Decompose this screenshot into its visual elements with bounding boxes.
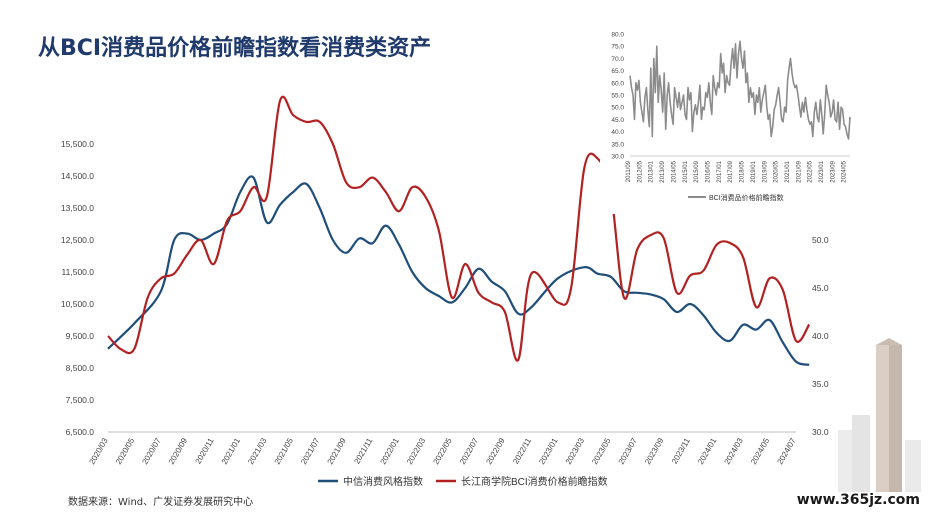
inset-y-tick-label: 65.0	[611, 68, 624, 75]
x-tick-label: 2021/07	[299, 436, 322, 466]
inset-x-tick-label: 2016/05	[705, 160, 711, 182]
inset-x-tick-label: 2017/09	[728, 160, 734, 182]
x-tick-label: 2022/07	[458, 436, 481, 466]
x-tick-label: 2024/03	[723, 436, 746, 466]
inset-x-tick-label: 2015/09	[694, 160, 700, 182]
right-y-tick-label: 40.0	[812, 331, 829, 341]
left-y-tick-label: 12,500.0	[61, 235, 94, 245]
x-tick-label: 2024/01	[696, 436, 719, 466]
inset-x-tick-label: 2015/01	[683, 160, 689, 182]
x-tick-label: 2021/11	[352, 436, 374, 466]
inset-y-tick-label: 80.0	[611, 32, 624, 39]
inset-x-tick-label: 2013/09	[660, 160, 666, 182]
inset-chart: 30.0 35.0 40.0 45.0 50.0 55.0 60.0 65.0 70.0 75.0…	[600, 24, 860, 214]
series-line-bci-index	[107, 95, 811, 362]
inset-chart-background	[600, 24, 860, 214]
x-tick-label: 2022/09	[484, 436, 507, 466]
inset-x-tick-label: 2024/05	[842, 160, 848, 182]
inset-y-tick-label: 75.0	[611, 44, 624, 51]
inset-y-tick-label: 50.0	[611, 105, 624, 112]
slide-title: 从BCI消费品价格前瞻指数看消费类资产	[38, 36, 432, 61]
right-y-tick-label: 45.0	[812, 283, 829, 293]
source-note: 数据来源：Wind、广发证券发展研究中心	[68, 497, 254, 508]
inset-x-tick-label: 2019/01	[751, 160, 757, 182]
x-tick-label: 2023/07	[617, 436, 640, 466]
left-y-tick-label: 13,500.0	[61, 203, 94, 213]
inset-x-tick-label: 2018/05	[740, 160, 746, 182]
x-tick-label: 2020/07	[140, 436, 163, 466]
building-silhouette-right	[905, 440, 921, 492]
inset-y-tick-label: 30.0	[611, 154, 624, 161]
x-tick-label: 2021/09	[326, 436, 349, 466]
inset-y-tick-label: 55.0	[611, 93, 624, 100]
x-tick-label: 2022/03	[405, 436, 428, 466]
inset-x-tick-label: 2012/05	[637, 160, 643, 182]
right-y-tick-label: 50.0	[812, 235, 829, 245]
left-y-tick-label: 9,500.0	[66, 331, 95, 341]
left-y-tick-label: 11,500.0	[62, 267, 95, 277]
x-tick-label: 2021/03	[246, 436, 269, 466]
inset-series-line	[629, 40, 851, 140]
inset-x-tick-label: 2011/09	[626, 160, 632, 182]
x-tick-label: 2024/07	[775, 436, 798, 466]
inset-x-tick-label: 2023/09	[830, 160, 836, 182]
tower-building-shade	[889, 345, 902, 492]
left-y-tick-label: 14,500.0	[61, 171, 94, 181]
tower-top	[876, 338, 902, 345]
inset-x-tick-label: 2021/09	[796, 160, 802, 182]
inset-legend: BCI消费品价格前瞻指数	[688, 193, 784, 202]
x-tick-label: 2020/09	[167, 436, 190, 466]
left-y-tick-label: 7,500.0	[66, 395, 95, 405]
inset-x-tick-label: 2023/01	[819, 160, 825, 182]
x-tick-label: 2021/01	[220, 436, 243, 466]
inset-x-tick-label: 2019/09	[762, 160, 768, 182]
right-y-tick-label: 30.0	[812, 427, 829, 437]
series-line-consumer-style-index	[107, 175, 810, 366]
watermark: www.365jz.com	[796, 492, 920, 508]
x-tick-label: 2022/05	[431, 436, 454, 466]
inset-y-tick-label: 40.0	[611, 129, 624, 136]
x-tick-label: 2023/11	[670, 436, 692, 466]
left-y-tick-label: 15,500.0	[61, 139, 94, 149]
legend-label-consumer-style-index: 中信消费风格指数	[343, 475, 423, 488]
left-y-tick-label: 6,500.0	[66, 427, 95, 437]
x-tick-label: 2020/05	[114, 436, 137, 466]
left-y-tick-label: 8,500.0	[66, 363, 95, 373]
right-y-tick-label: 35.0	[812, 379, 829, 389]
main-legend: 中信消费风格指数 长江商学院BCI消费价格前瞻指数	[318, 475, 608, 488]
inset-x-tick-label: 2020/05	[774, 160, 780, 182]
x-tick-label: 2023/01	[537, 436, 560, 466]
building-silhouette-far	[838, 430, 852, 492]
x-tick-label: 2023/03	[564, 436, 587, 466]
inset-y-tick-label: 45.0	[611, 117, 624, 124]
x-tick-label: 2022/01	[379, 436, 402, 466]
inset-x-tick-label: 2013/01	[649, 160, 655, 182]
inset-y-tick-label: 60.0	[611, 80, 624, 87]
x-tick-label: 2022/11	[511, 436, 533, 466]
inset-x-tick-label: 2014/05	[671, 160, 677, 182]
x-tick-label: 2024/05	[749, 436, 772, 466]
legend-label-bci-index: 长江商学院BCI消费价格前瞻指数	[461, 475, 608, 488]
x-tick-label: 2021/05	[273, 436, 296, 466]
x-tick-label: 2023/09	[643, 436, 666, 466]
inset-x-tick-label: 2017/01	[717, 160, 723, 182]
inset-y-tick-label: 35.0	[611, 141, 624, 148]
x-tick-label: 2020/03	[87, 436, 110, 466]
building-silhouette-mid	[852, 415, 870, 492]
left-y-tick-label: 10,500.0	[61, 299, 94, 309]
inset-x-tick-label: 2022/05	[808, 160, 814, 182]
x-tick-label: 2023/05	[590, 436, 613, 466]
inset-y-tick-label: 70.0	[611, 56, 624, 63]
inset-legend-label: BCI消费品价格前瞻指数	[709, 193, 784, 202]
inset-x-tick-label: 2021/01	[785, 160, 791, 182]
x-tick-label: 2020/11	[194, 436, 216, 466]
